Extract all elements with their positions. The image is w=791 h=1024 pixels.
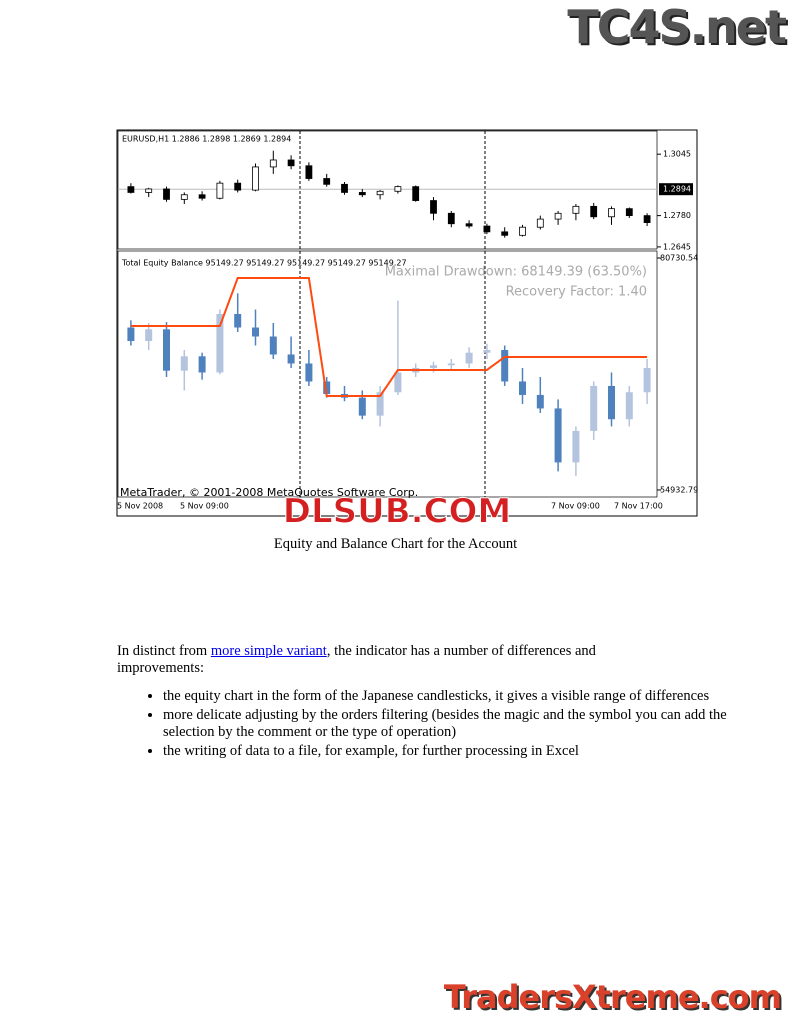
annotation: Recovery Factor: 1.40 (506, 285, 647, 300)
y-tick-label: 1.2780 (663, 211, 691, 220)
candle-body (394, 186, 402, 192)
candle-body (127, 186, 135, 193)
candle-body (269, 336, 277, 355)
candle-body (608, 208, 615, 218)
candle-body (252, 327, 259, 337)
price-title: EURUSD,H1 1.2886 1.2898 1.2869 1.2894 (122, 135, 291, 144)
y-tick-label: 54932.79 (660, 485, 698, 494)
candle-body (341, 183, 348, 193)
text: In distinct from (117, 643, 211, 659)
candle-body (643, 367, 651, 393)
candle-body (447, 363, 455, 366)
watermark: DLSUB.COM (283, 492, 512, 532)
annotation: Maximal Drawdown: 68149.39 (63.50%) (385, 265, 647, 280)
candle-body (430, 365, 437, 368)
candle-body (572, 430, 580, 463)
candle-body (323, 381, 331, 395)
candle-body (252, 166, 259, 191)
candle-body (536, 394, 544, 409)
candle-body (198, 356, 206, 373)
bullet: the writing of data to a file, for examp… (163, 743, 733, 760)
footer-logo: TradersXtreme.com (443, 978, 782, 1016)
candle-body (269, 159, 277, 168)
candle-body (180, 194, 188, 200)
candle-body (305, 363, 313, 382)
candle-body (643, 215, 651, 223)
candle-body (430, 200, 437, 214)
candle-body (590, 205, 598, 218)
candle-body (625, 392, 633, 420)
price-marker (659, 183, 693, 196)
x-tick-label: 5 Nov 2008 (117, 502, 163, 511)
candle-body (180, 356, 188, 371)
equity-title: Total Equity Balance 95149.27 95149.27 9… (121, 259, 407, 268)
candle-body (287, 159, 295, 167)
bullet: the equity chart in the form of the Japa… (163, 688, 733, 705)
paragraph: In distinct from more simple variant, th… (117, 643, 657, 677)
candle-body (519, 226, 526, 236)
link[interactable]: more simple variant (210, 643, 327, 659)
candle-body (376, 392, 384, 416)
candle-body (145, 188, 153, 193)
candle-body (163, 329, 170, 371)
logo: TC4S.net (567, 0, 787, 54)
candle-body (163, 188, 170, 200)
candle-body (483, 349, 491, 353)
candle-body (198, 194, 206, 199)
candle-body (501, 231, 509, 236)
balance-line (130, 277, 648, 397)
x-tick-label: 7 Nov 09:00 (551, 502, 600, 511)
candle-body (145, 329, 153, 342)
y-tick-label: 1.2645 (663, 242, 691, 251)
price-panel (117, 130, 658, 250)
candle-body (287, 354, 295, 364)
y-tick-label: 1.3045 (663, 150, 691, 159)
candle-body (465, 223, 473, 227)
candle-body (234, 314, 242, 328)
caption: Equity and Balance Chart for the Account (273, 536, 518, 552)
candle-body (358, 397, 366, 416)
text: , the indicator has a number of differen… (117, 643, 596, 676)
candle-body (590, 385, 598, 431)
candle-body (519, 381, 526, 395)
candle-body (127, 327, 135, 342)
chart-frame (116, 129, 698, 517)
candle-body (501, 349, 509, 382)
candle-body (465, 352, 473, 364)
candle-body (608, 385, 615, 420)
candle-body (625, 208, 633, 217)
candle-body (554, 212, 562, 220)
bullet: more delicate adjusting by the orders fi… (163, 707, 733, 741)
candle-body (572, 205, 580, 214)
candle-body (536, 218, 544, 228)
x-tick-label: 5 Nov 09:00 (180, 502, 229, 511)
y-tick-label: 80730.54 (660, 254, 698, 263)
candle-body (394, 372, 402, 393)
candle-body (483, 225, 491, 233)
equity-panel (117, 250, 658, 498)
copyright: MetaTrader, © 2001-2008 MetaQuotes Softw… (120, 486, 418, 499)
candle-body (234, 182, 242, 191)
candle-body (412, 186, 420, 201)
candle-body (216, 182, 224, 199)
candle-body (376, 190, 384, 196)
candle-body (216, 314, 224, 373)
candle-body (305, 165, 313, 179)
candle-body (323, 178, 331, 185)
current-price-label: 1.2894 (663, 185, 691, 194)
candle-body (554, 408, 562, 463)
candle-body (447, 212, 455, 225)
candle-body (358, 192, 366, 196)
x-tick-label: 7 Nov 17:00 (614, 502, 663, 511)
bullet-list: the equity chart in the form of the Japa… (117, 688, 733, 762)
